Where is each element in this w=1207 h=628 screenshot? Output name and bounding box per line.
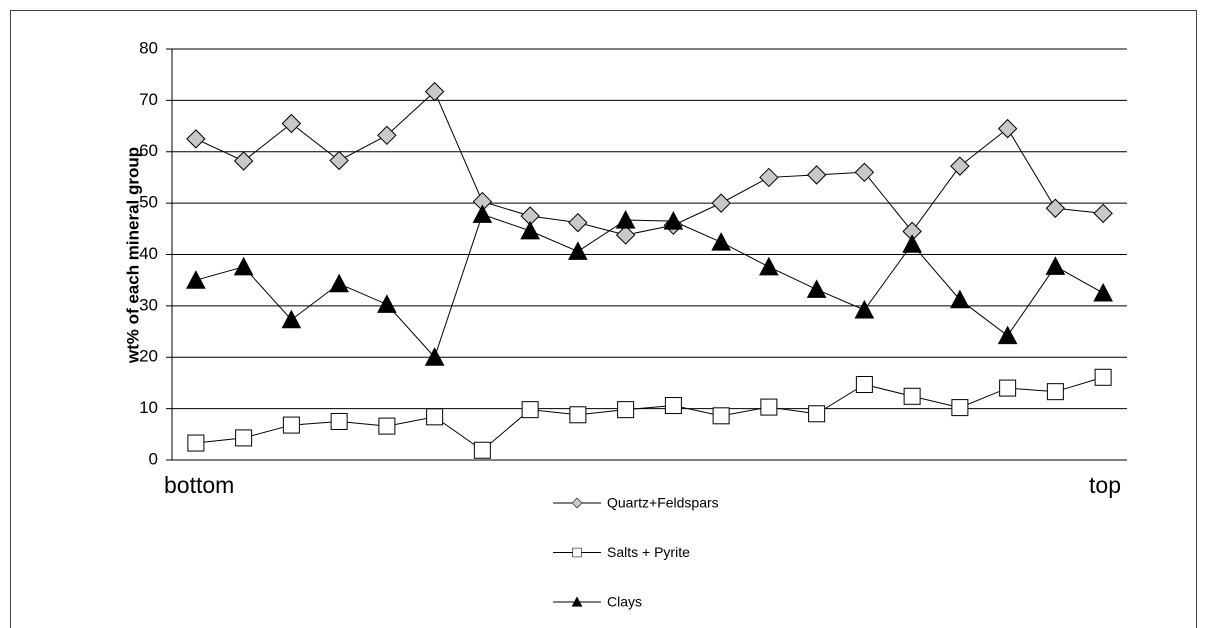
data-point	[424, 81, 445, 102]
data-point	[759, 167, 779, 188]
legend-label: Salts + Pyrite	[607, 544, 690, 560]
data-point	[615, 225, 636, 245]
legend-marker	[571, 497, 583, 509]
data-point	[329, 273, 349, 293]
data-point	[521, 401, 539, 419]
y-tick-label: 50	[139, 193, 158, 212]
data-point	[951, 399, 969, 417]
data-point	[1093, 282, 1113, 302]
data-point	[617, 401, 635, 419]
y-axis-label: wt% of each mineral group	[123, 147, 142, 364]
data-point	[808, 405, 826, 423]
data-point	[329, 150, 349, 171]
data-point	[233, 151, 254, 171]
data-point	[330, 412, 348, 430]
data-point	[1093, 203, 1113, 224]
data-point	[759, 256, 779, 276]
data-point	[235, 429, 253, 447]
y-tick-label: 30	[139, 295, 158, 314]
data-point	[903, 387, 921, 405]
y-tick-label: 20	[139, 347, 158, 366]
data-point	[187, 434, 205, 452]
data-point	[377, 125, 397, 146]
data-point	[233, 256, 254, 276]
data-point	[855, 375, 873, 393]
data-point	[950, 156, 970, 176]
legend-marker	[572, 547, 582, 558]
data-point	[1045, 256, 1066, 275]
x-tick-label: bottom	[164, 472, 234, 498]
y-tick-label: 80	[139, 38, 158, 57]
data-point	[663, 211, 684, 230]
data-point	[902, 234, 922, 253]
y-tick-label: 70	[139, 90, 158, 109]
data-point	[569, 406, 587, 424]
data-point	[1045, 198, 1066, 218]
y-tick-label: 0	[149, 449, 158, 468]
y-tick-label: 60	[139, 141, 158, 160]
data-point	[664, 397, 682, 415]
data-point	[282, 416, 300, 434]
data-point	[186, 270, 206, 289]
data-point	[997, 118, 1018, 139]
data-point	[281, 113, 302, 134]
data-point	[711, 232, 731, 251]
y-tick-label: 10	[139, 398, 158, 417]
data-point	[950, 289, 970, 309]
data-point	[281, 309, 302, 329]
data-point	[854, 162, 875, 183]
data-point	[377, 294, 397, 313]
data-point	[615, 210, 636, 229]
data-point	[1046, 383, 1064, 401]
data-point	[1094, 368, 1112, 386]
data-point	[854, 299, 875, 319]
legend-label: Quartz+Feldspars	[607, 495, 719, 511]
legend-marker	[571, 596, 583, 607]
data-point	[378, 417, 396, 435]
data-point	[426, 408, 444, 426]
data-point	[712, 407, 730, 425]
data-point	[186, 129, 206, 149]
y-tick-label: 40	[139, 244, 158, 263]
data-point	[472, 204, 493, 223]
data-point	[806, 279, 827, 298]
data-point	[568, 241, 588, 260]
legend-label: Clays	[607, 594, 642, 610]
data-point	[806, 165, 827, 185]
data-point	[473, 441, 491, 459]
data-point	[760, 398, 778, 416]
data-point	[999, 379, 1017, 397]
data-point	[997, 325, 1018, 345]
data-point	[424, 347, 445, 366]
data-point	[520, 220, 540, 240]
series-line	[195, 90, 1104, 236]
data-point	[568, 212, 588, 233]
series-line	[195, 213, 1104, 359]
data-point	[711, 193, 731, 213]
x-tick-label: top	[1089, 472, 1121, 498]
frame	[10, 10, 1197, 628]
